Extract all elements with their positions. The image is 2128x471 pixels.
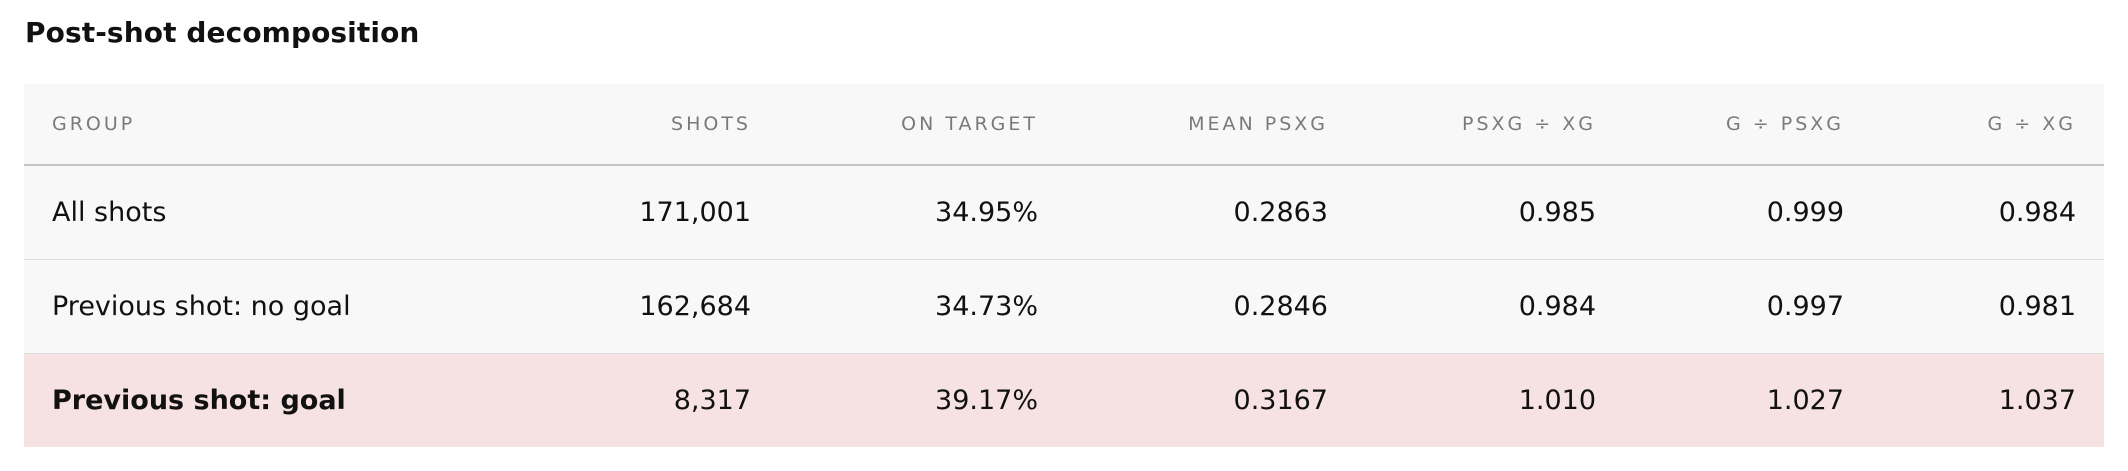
header-shots: SHOTS (549, 84, 779, 166)
cell-psxg-xg: 0.985 (1356, 165, 1624, 260)
cell-g-xg: 0.981 (1872, 259, 2104, 354)
section-title: Post-shot decomposition (25, 16, 420, 49)
cell-shots: 162,684 (549, 259, 779, 354)
cell-group: Previous shot: goal (52, 384, 346, 416)
decomposition-table-container: GROUP SHOTS ON TARGET MEAN PSXG PSXG ÷ X… (24, 84, 2104, 447)
cell-on-target: 39.17% (935, 384, 1038, 416)
cell-group: Previous shot: no goal (24, 259, 549, 354)
header-group: GROUP (24, 84, 549, 166)
cell-on-target: 34.95% (779, 165, 1066, 260)
cell-g-xg: 0.984 (1872, 165, 2104, 260)
header-psxg-xg: PSXG ÷ XG (1356, 84, 1624, 166)
cell-group: All shots (24, 165, 549, 260)
cell-g-psxg: 0.999 (1624, 165, 1872, 260)
table-row-previous-no-goal: Previous shot: no goal 162,684 34.73% 0.… (24, 259, 2104, 354)
cell-mean-psxg: 0.2863 (1066, 165, 1356, 260)
cell-shots: 171,001 (549, 165, 779, 260)
cell-mean-psxg: 0.3167 (1233, 384, 1328, 416)
header-g-psxg: G ÷ PSXG (1624, 84, 1872, 166)
cell-shots: 8,317 (673, 384, 751, 416)
table-body: All shots 171,001 34.95% 0.2863 0.985 0.… (24, 165, 2104, 447)
cell-psxg-xg: 1.010 (1518, 384, 1596, 416)
table-row-previous-goal: Previous shot: goal 8,317 39.17% 0.3167 … (24, 353, 2104, 447)
cell-g-psxg: 1.027 (1766, 384, 1844, 416)
table-row-all-shots: All shots 171,001 34.95% 0.2863 0.985 0.… (24, 165, 2104, 260)
cell-mean-psxg: 0.2846 (1066, 259, 1356, 354)
header-on-target: ON TARGET (779, 84, 1066, 166)
header-row: GROUP SHOTS ON TARGET MEAN PSXG PSXG ÷ X… (24, 84, 2104, 166)
cell-psxg-xg: 0.984 (1356, 259, 1624, 354)
table-header: GROUP SHOTS ON TARGET MEAN PSXG PSXG ÷ X… (24, 84, 2104, 166)
cell-on-target: 34.73% (779, 259, 1066, 354)
decomposition-table: GROUP SHOTS ON TARGET MEAN PSXG PSXG ÷ X… (24, 84, 2104, 447)
cell-g-xg: 1.037 (1998, 384, 2076, 416)
header-g-xg: G ÷ XG (1872, 84, 2104, 166)
cell-g-psxg: 0.997 (1624, 259, 1872, 354)
header-mean-psxg: MEAN PSXG (1066, 84, 1356, 166)
